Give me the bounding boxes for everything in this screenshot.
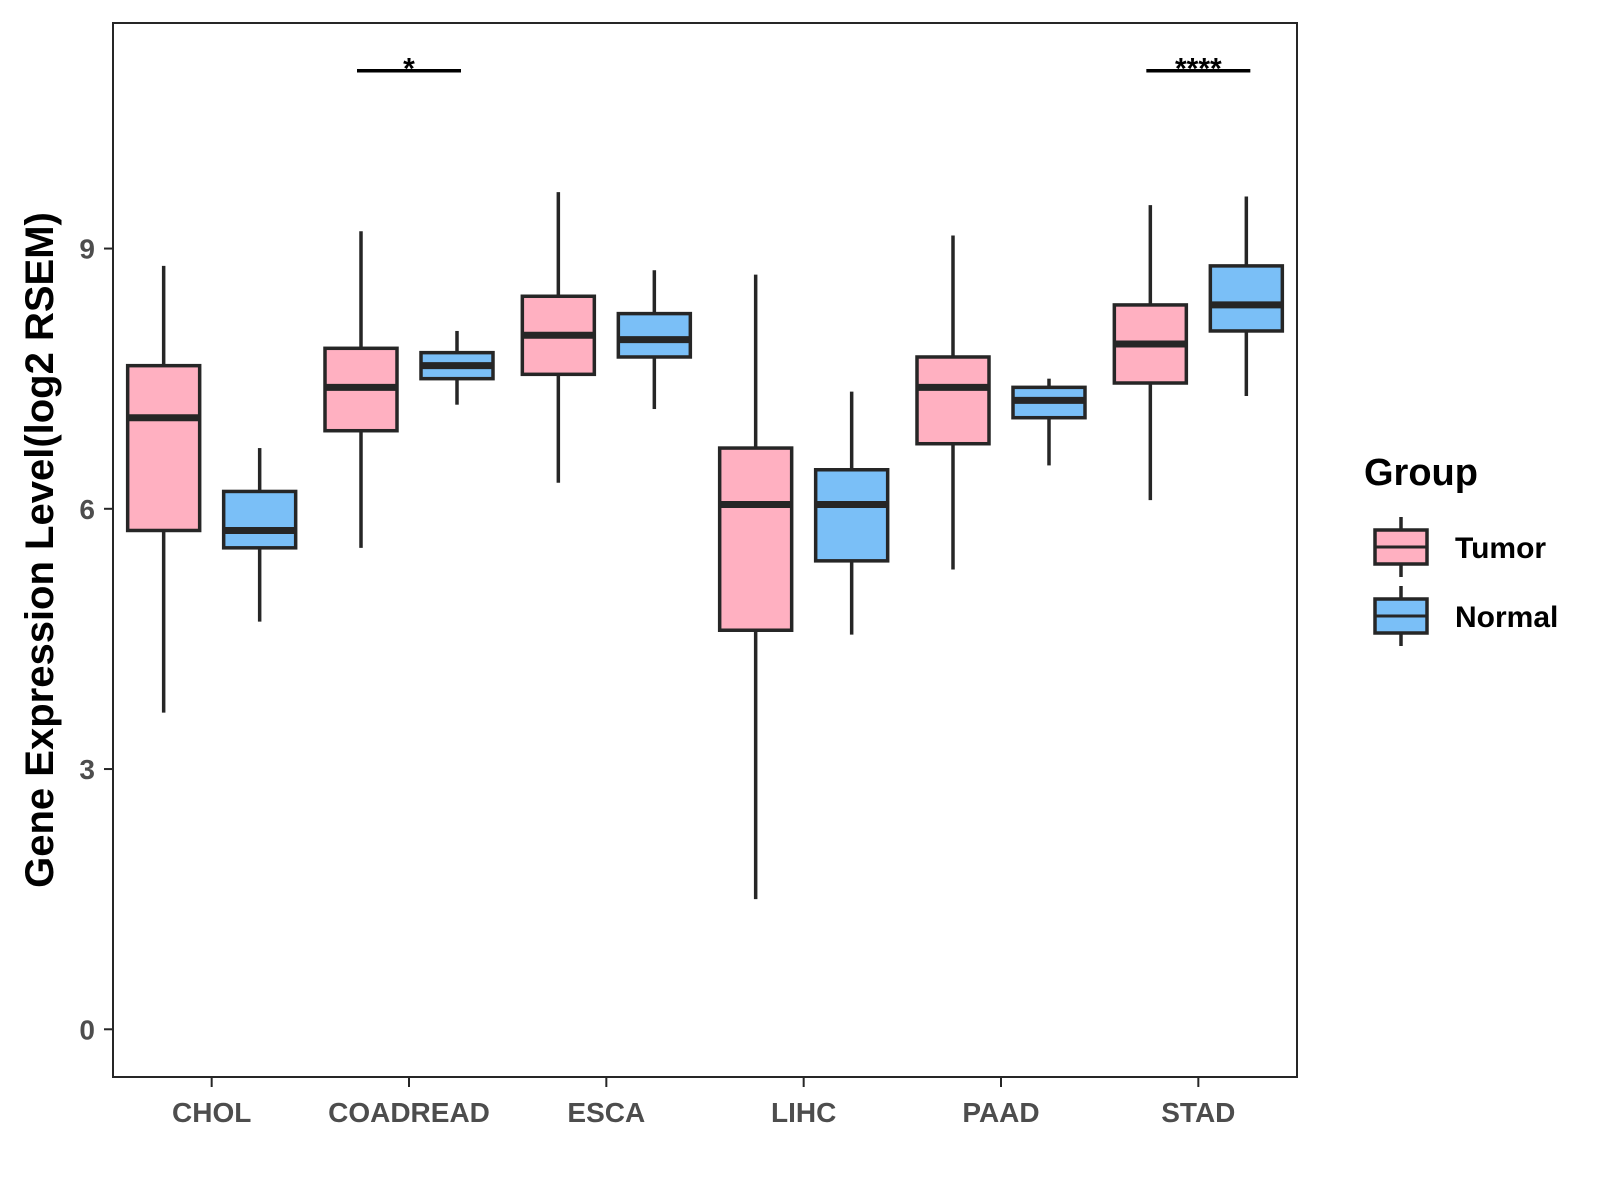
box-body bbox=[616, 311, 693, 359]
box-body bbox=[125, 363, 202, 533]
x-tick-label: PAAD bbox=[962, 1097, 1039, 1128]
box-series bbox=[125, 192, 1285, 900]
box-body bbox=[717, 446, 794, 632]
box-normal-paad bbox=[1011, 378, 1087, 466]
box-normal-esca bbox=[616, 270, 693, 410]
y-tick-label: 6 bbox=[79, 494, 95, 525]
x-tick-label: ESCA bbox=[567, 1097, 645, 1128]
y-axis-title: Gene Expression Level(log2 RSEM) bbox=[18, 212, 62, 888]
box-normal-lihc bbox=[813, 391, 890, 635]
x-tick-label: LIHC bbox=[771, 1097, 836, 1128]
box-tumor-coadread bbox=[323, 231, 399, 548]
box-tumor-esca bbox=[520, 192, 597, 483]
legend-title: Group bbox=[1364, 452, 1478, 494]
legend-key-tumor: Tumor bbox=[1373, 517, 1546, 577]
legend-key-normal: Normal bbox=[1373, 586, 1558, 646]
legend-label-normal: Normal bbox=[1455, 601, 1558, 634]
box-body bbox=[221, 489, 298, 550]
panel-border bbox=[112, 22, 1298, 1078]
legend-label-tumor: Tumor bbox=[1455, 532, 1546, 565]
y-tick-label: 9 bbox=[79, 234, 95, 265]
box-body bbox=[813, 468, 890, 563]
y-tick-label: 3 bbox=[79, 754, 95, 785]
y-axis: 0 3 6 9 bbox=[79, 234, 113, 1045]
x-tick-label: CHOL bbox=[172, 1097, 251, 1128]
box-tumor-paad bbox=[915, 235, 991, 570]
box-body bbox=[915, 355, 991, 446]
box-body bbox=[1208, 264, 1285, 333]
box-tumor-chol bbox=[125, 265, 202, 713]
box-normal-stad bbox=[1208, 196, 1285, 397]
box-tumor-lihc bbox=[717, 274, 794, 900]
y-tick-label: 0 bbox=[79, 1014, 95, 1045]
x-axis: CHOL COADREAD ESCA LIHC PAAD STAD bbox=[172, 1077, 1235, 1128]
x-tick-label: COADREAD bbox=[328, 1097, 490, 1128]
box-tumor-stad bbox=[1112, 205, 1189, 501]
legend: Group Tumor Normal bbox=[1364, 452, 1558, 646]
x-tick-label: STAD bbox=[1161, 1097, 1235, 1128]
significance-label: **** bbox=[1175, 53, 1222, 86]
significance-label: * bbox=[403, 53, 415, 86]
significance-annotations: * **** bbox=[357, 53, 1251, 86]
box-normal-chol bbox=[221, 448, 298, 622]
box-normal-coadread bbox=[419, 330, 495, 405]
